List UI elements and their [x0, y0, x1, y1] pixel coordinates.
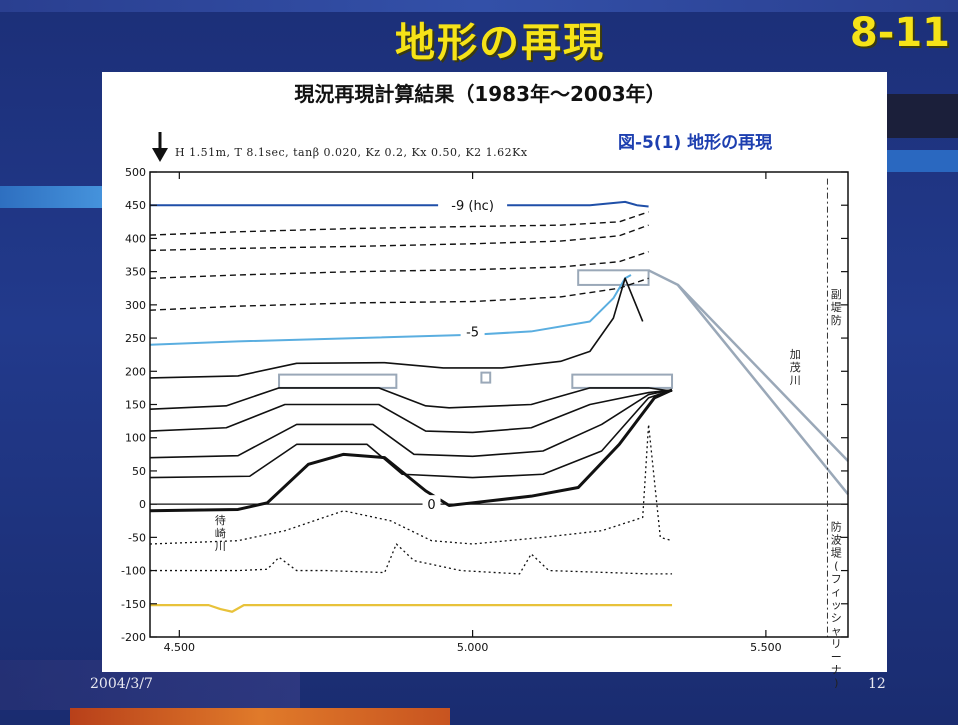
annotation-char: 崎	[215, 526, 226, 540]
annotation-label: 0	[427, 498, 435, 513]
series-line-7	[150, 388, 672, 409]
series-line-1	[150, 212, 649, 235]
series-line-12	[150, 424, 672, 544]
annotation-label: -5	[466, 325, 479, 340]
chart-series	[150, 202, 672, 612]
y-tick-label: 350	[125, 266, 146, 279]
annotation-char: 波	[831, 534, 842, 547]
coastal-structure	[481, 373, 490, 383]
annotation-char: ナ	[831, 664, 842, 677]
annotation-char: 加	[790, 348, 801, 361]
annotation-char: リ	[831, 638, 842, 651]
y-tick-label: 250	[125, 332, 146, 345]
annotation-char: )	[834, 677, 838, 690]
y-tick-label: 200	[125, 365, 146, 378]
series-line-8	[150, 390, 672, 433]
annotation-char: ッ	[831, 599, 842, 612]
footer-date: 2004/3/7	[90, 676, 153, 692]
jetty-outline	[678, 285, 848, 461]
y-tick-label: -200	[121, 631, 146, 644]
y-tick-label: 400	[125, 232, 146, 245]
annotation-char: 川	[215, 540, 226, 553]
annotation-char: フ	[831, 573, 842, 586]
series-line-4	[150, 278, 649, 310]
annotation-char: 堤	[831, 301, 842, 314]
annotation-label: -9 (hc)	[451, 199, 494, 214]
series-line-3	[150, 252, 649, 279]
vertical-annotation: 加茂川	[790, 348, 801, 387]
coastal-structure	[572, 375, 672, 388]
footer-page-number: 12	[868, 676, 886, 692]
y-tick-label: -50	[128, 531, 146, 544]
series-line-6	[150, 278, 643, 378]
annotation-char: ャ	[831, 625, 842, 638]
y-tick-label: 0	[139, 498, 146, 511]
annotation-char: 防	[831, 313, 842, 327]
series-line-5	[150, 275, 631, 345]
annotation-char: 堤	[831, 547, 842, 560]
series-line-14	[150, 605, 672, 612]
y-tick-label: 50	[132, 465, 146, 478]
vertical-annotation: 待崎川	[215, 513, 226, 553]
plot-frame	[150, 172, 848, 637]
series-line-0	[150, 202, 649, 207]
annotation-char: 副	[831, 288, 842, 301]
annotation-char: 防	[831, 520, 842, 534]
coastal-structure	[279, 375, 396, 388]
y-tick-label: -150	[121, 598, 146, 611]
y-tick-label: 450	[125, 199, 146, 212]
coastal-structure	[578, 270, 648, 285]
annotation-char: シ	[831, 612, 842, 625]
y-tick-label: 500	[125, 166, 146, 179]
annotation-char: (	[834, 560, 838, 573]
annotation-char: ィ	[831, 586, 842, 599]
annotation-char: 茂	[790, 360, 801, 374]
series-line-11	[150, 390, 672, 511]
annotation-char: 待	[215, 513, 226, 527]
x-tick-label: 4.500	[164, 641, 196, 654]
y-tick-label: 150	[125, 399, 146, 412]
series-line-2	[150, 225, 649, 250]
y-tick-label: -100	[121, 565, 146, 578]
chart-structures	[279, 179, 848, 637]
series-line-13	[150, 544, 672, 574]
vertical-annotation: 副堤防	[831, 288, 842, 327]
y-tick-label: 100	[125, 432, 146, 445]
y-tick-label: 300	[125, 299, 146, 312]
x-tick-label: 5.000	[457, 641, 489, 654]
jetty-outline	[649, 270, 848, 494]
annotation-char: 川	[790, 374, 801, 387]
chart-axes: -200-150-100-500501001502002503003504004…	[121, 166, 848, 654]
annotation-char: ー	[831, 651, 842, 664]
x-tick-label: 5.500	[750, 641, 782, 654]
